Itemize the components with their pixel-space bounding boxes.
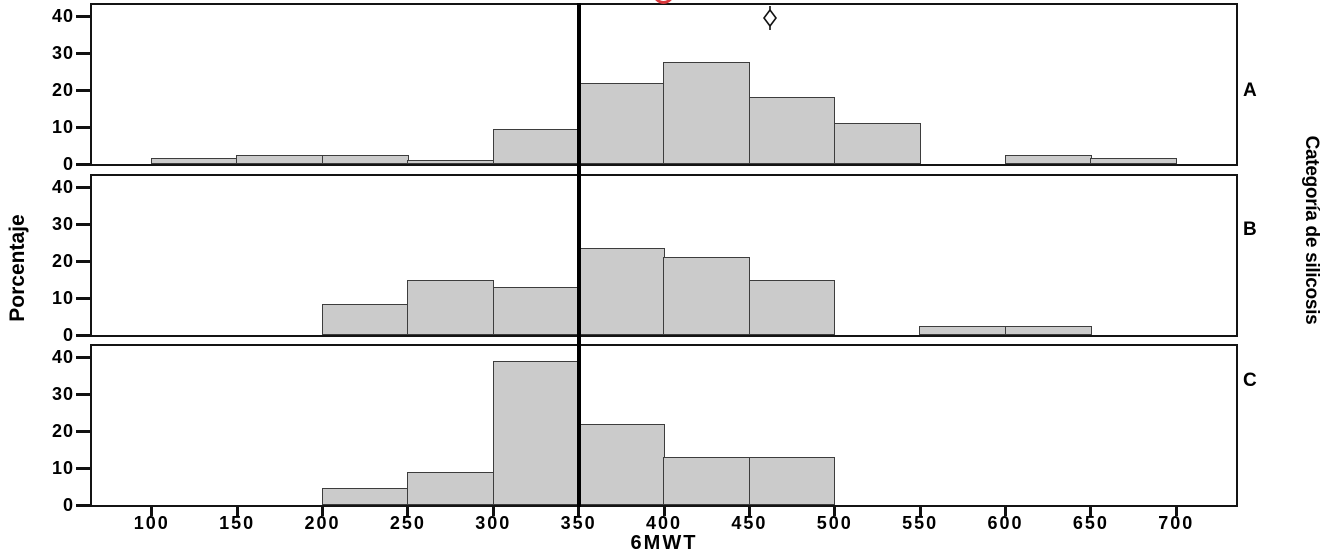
panel-a-bars-area <box>92 5 1236 164</box>
y-tick-label: 20 <box>51 80 74 101</box>
histogram-bar-A-150 <box>236 154 324 164</box>
histogram-bar-B-300 <box>492 286 580 335</box>
outlier-marker-icon <box>762 5 777 30</box>
x-tick-label: 600 <box>987 513 1024 533</box>
histogram-bar-A-350 <box>577 82 665 164</box>
panel-label-a: A <box>1243 80 1257 101</box>
x-tick-label: 250 <box>389 513 426 533</box>
x-tick-mark <box>1003 507 1007 516</box>
y-tick-mark <box>76 355 90 359</box>
x-tick-mark <box>833 507 837 516</box>
panel-c-bars-area <box>92 346 1236 505</box>
x-tick-label: 500 <box>816 513 853 533</box>
histogram-panel-a: 0 10 20 30 40 <box>52 3 1238 173</box>
x-tick-label: 350 <box>560 513 597 533</box>
histogram-bar-B-350 <box>577 248 665 335</box>
y-tick-label: 10 <box>51 117 74 138</box>
x-tick-label: 550 <box>902 513 939 533</box>
histogram-bar-B-550 <box>919 325 1007 335</box>
x-tick-mark <box>1174 507 1178 516</box>
y-tick-mark <box>76 51 90 55</box>
x-tick-mark <box>1089 507 1093 516</box>
histogram-bar-A-500 <box>833 123 921 164</box>
x-tick-mark <box>662 507 666 516</box>
x-tick-label: 650 <box>1072 513 1109 533</box>
y-tick-label: 20 <box>51 251 74 272</box>
histogram-bar-B-250 <box>407 279 494 335</box>
y-axis-title: Porcentaje <box>6 214 29 322</box>
histogram-panel-c: 0 10 20 30 40 <box>52 344 1238 514</box>
histogram-bar-A-650 <box>1090 158 1177 164</box>
y-tick-label: 0 <box>62 495 74 515</box>
x-tick-label: 100 <box>133 513 170 533</box>
panel-label-c: C <box>1243 370 1257 391</box>
reference-line-350 <box>576 3 581 507</box>
histogram-bar-C-250 <box>407 471 494 505</box>
y-tick-mark <box>76 14 90 18</box>
y-tick-label: 40 <box>51 177 74 198</box>
y-tick-label: 10 <box>51 458 74 479</box>
y-tick-mark <box>76 333 90 337</box>
histogram-bar-A-600 <box>1004 154 1092 164</box>
x-tick-mark <box>406 507 410 516</box>
histogram-bar-C-200 <box>321 488 409 505</box>
x-tick-mark <box>577 507 581 516</box>
histogram-bar-C-450 <box>748 456 836 505</box>
histogram-bar-A-100 <box>151 158 238 164</box>
y-tick-mark <box>76 185 90 189</box>
x-tick-label: 300 <box>475 513 512 533</box>
y-tick-label: 0 <box>62 325 74 345</box>
y-tick-mark <box>76 162 90 166</box>
y-tick-label: 30 <box>51 384 74 405</box>
histogram-bar-C-350 <box>577 423 665 505</box>
y-tick-mark <box>76 259 90 263</box>
x-tick-label: 400 <box>645 513 683 533</box>
histogram-panel-b: 0 10 20 30 40 <box>52 174 1238 344</box>
histogram-bar-C-300 <box>492 360 580 505</box>
histogram-bar-B-400 <box>663 257 751 335</box>
histogram-bar-A-300 <box>492 128 580 164</box>
y-tick-label: 30 <box>51 214 74 235</box>
x-tick-label: 450 <box>731 513 768 533</box>
x-tick-mark <box>491 507 495 516</box>
y-tick-mark <box>76 392 90 396</box>
x-tick-mark <box>321 507 324 516</box>
histogram-bar-A-400 <box>663 62 751 164</box>
histogram-bar-A-450 <box>748 97 836 164</box>
y-tick-label: 40 <box>51 6 74 27</box>
histogram-bar-A-250 <box>407 160 494 164</box>
y-tick-label: 0 <box>62 154 74 174</box>
histogram-bar-A-200 <box>321 154 409 164</box>
y-tick-mark <box>76 88 90 92</box>
y-tick-mark <box>76 296 90 300</box>
y-tick-label: 40 <box>51 347 74 368</box>
panel-label-b: B <box>1243 219 1257 240</box>
y-tick-label: 10 <box>51 288 74 309</box>
x-tick-mark <box>235 507 239 516</box>
y-tick-mark <box>76 429 90 433</box>
histogram-bar-B-600 <box>1004 325 1092 335</box>
x-tick-label: 150 <box>219 513 256 533</box>
y-tick-mark <box>76 466 90 470</box>
x-axis-title: 6MWT <box>630 532 698 554</box>
x-tick-mark <box>747 507 751 516</box>
x-tick-label: 200 <box>304 513 341 533</box>
histogram-bar-B-450 <box>748 279 836 335</box>
x-tick-mark <box>918 507 922 516</box>
x-tick-label: 700 <box>1158 513 1195 533</box>
y-tick-mark <box>76 503 90 507</box>
panel-b-bars-area <box>92 176 1236 335</box>
x-tick-mark <box>150 507 154 516</box>
y-tick-label: 30 <box>51 43 74 64</box>
panel-axis-title: Categoría de silicosis <box>1301 135 1322 325</box>
histogram-bar-C-400 <box>663 456 751 505</box>
y-tick-mark <box>76 222 90 226</box>
y-tick-label: 20 <box>51 421 74 442</box>
histogram-bar-B-200 <box>321 303 409 335</box>
y-tick-mark <box>76 125 90 129</box>
